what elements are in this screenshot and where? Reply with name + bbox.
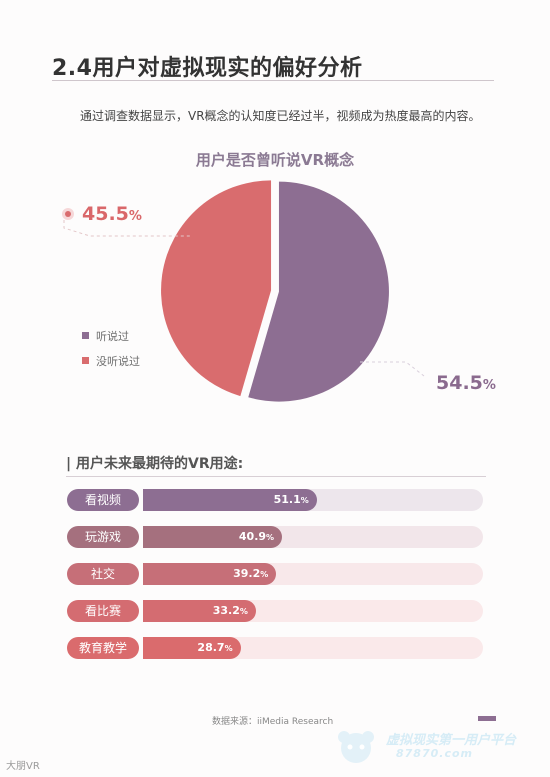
watermark-right-line1: 虚拟现实第一用户平台 <box>386 733 517 748</box>
label-marker <box>65 211 71 217</box>
bar-row: 社交 39.2% <box>67 563 483 585</box>
source-note: 数据来源：iiMedia Research <box>212 717 334 727</box>
pie-label-heard: 54.5% <box>436 372 496 394</box>
page-title: 2.4用户对虚拟现实的偏好分析 <box>52 56 363 81</box>
bar <box>143 563 277 585</box>
bar-row: 教育教学 28.7% <box>67 637 483 659</box>
bar-value-label: 28.7% <box>197 641 233 654</box>
leader-line-not-heard <box>63 214 190 237</box>
pie-chart-title: 用户是否曾听说VR概念 <box>195 151 355 169</box>
bar-value-label: 33.2% <box>212 604 248 617</box>
bar-chart-divider <box>66 476 486 477</box>
source-mark <box>478 716 496 721</box>
pie-chart <box>62 180 425 402</box>
bar <box>143 526 283 548</box>
bar-category-label: 教育教学 <box>67 637 139 659</box>
intro-text: 通过调查数据显示，VR概念的认知度已经过半，视频成为热度最高的内容。 <box>80 109 481 123</box>
bar-category-label: 社交 <box>67 563 139 585</box>
bar-category-label: 看视频 <box>67 489 139 511</box>
bar <box>143 600 256 622</box>
bar-category-label: 玩游戏 <box>67 526 139 548</box>
legend-swatch-heard <box>82 332 89 339</box>
leader-line-heard <box>360 361 425 377</box>
bar-value-label: 51.1% <box>273 493 309 506</box>
bar-value-label: 39.2% <box>233 567 269 580</box>
watermark-right-line2: 87870.com <box>396 747 473 760</box>
bar-row: 看视频 51.1% <box>67 489 483 511</box>
pie-slice-not-heard <box>161 180 272 397</box>
bar <box>143 489 317 511</box>
watermark-logo-icon <box>338 731 374 763</box>
bar-value-label: 40.9% <box>238 530 275 543</box>
bar-chart-title: | 用户未来最期待的VR用途: <box>66 456 244 472</box>
bar <box>143 637 241 659</box>
bar-category-label: 看比赛 <box>67 600 139 622</box>
legend-item-heard: 听说过 <box>82 328 129 344</box>
legend-item-not-heard: 没听说过 <box>82 353 140 369</box>
pie-label-not-heard: 45.5% <box>82 203 142 225</box>
pie-slice-heard <box>248 181 389 402</box>
title-divider <box>52 80 494 81</box>
watermark-left: 大朋VR <box>6 761 40 772</box>
bar-row: 看比赛 33.2% <box>67 600 483 622</box>
bar-row: 玩游戏 40.9% <box>67 526 483 548</box>
legend-swatch-not-heard <box>82 357 89 364</box>
